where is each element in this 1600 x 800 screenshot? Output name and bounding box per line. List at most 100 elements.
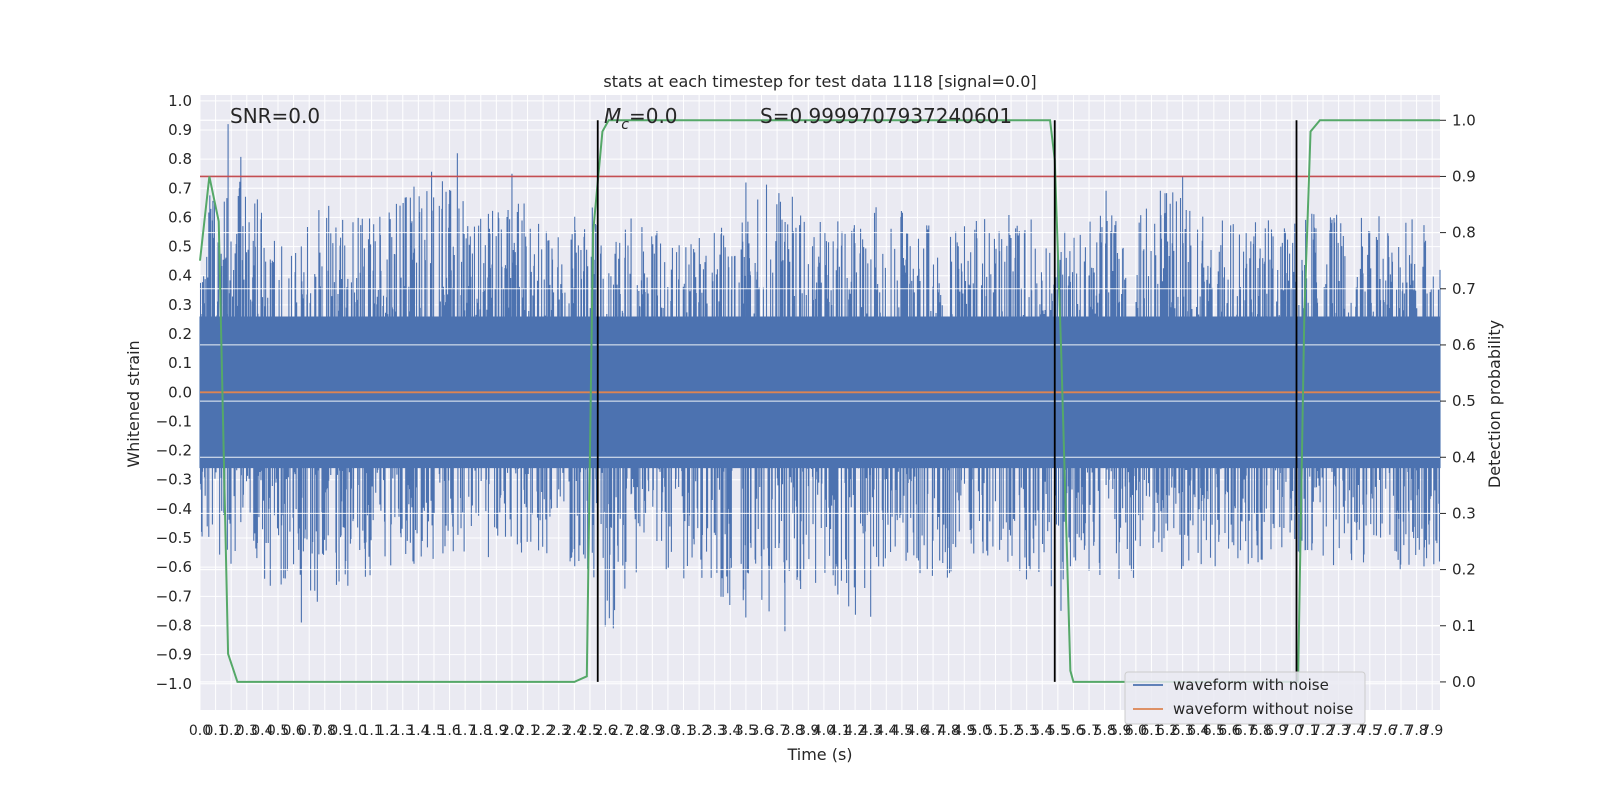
y-tick-label-2: −0.8 bbox=[156, 616, 192, 634]
x-tick-label-49: 4.9 bbox=[953, 723, 975, 739]
x-tick-label-73: 7.3 bbox=[1327, 723, 1349, 739]
x-tick-label-19: 1.9 bbox=[485, 723, 507, 739]
y-tick-label-1: −0.9 bbox=[156, 646, 192, 664]
x-tick-label-78: 7.8 bbox=[1405, 723, 1427, 739]
x-tick-label-15: 1.5 bbox=[423, 723, 445, 739]
x-tick-label-20: 2.0 bbox=[501, 723, 523, 739]
x-tick-label-1: 0.1 bbox=[204, 723, 226, 739]
y-tick-label-10: 0.0 bbox=[168, 383, 192, 401]
legend-box bbox=[1124, 671, 1366, 725]
x-tick-label-74: 7.4 bbox=[1343, 723, 1365, 739]
x-tick-label-29: 2.9 bbox=[641, 723, 663, 739]
y-tick-label-17: 0.7 bbox=[168, 179, 192, 197]
y2-tick-label-0: 0.0 bbox=[1452, 673, 1476, 691]
y-tick-label-8: −0.2 bbox=[156, 442, 192, 460]
x-tick-label-42: 4.2 bbox=[844, 723, 866, 739]
annotation-mc-value: =0.0 bbox=[629, 104, 678, 128]
y-tick-label-20: 1.0 bbox=[168, 92, 192, 110]
annotation-score: S=0.9999707937240601 bbox=[760, 104, 1012, 128]
x-tick-label-18: 1.8 bbox=[470, 723, 492, 739]
legend-label-noise: waveform with noise bbox=[1173, 676, 1329, 694]
x-tick-label-2: 0.2 bbox=[220, 723, 242, 739]
detection-markers bbox=[596, 120, 1298, 682]
x-tick-label-46: 4.6 bbox=[906, 723, 928, 739]
x-tick-label-37: 3.7 bbox=[766, 723, 788, 739]
y2-tick-label-4: 0.4 bbox=[1452, 448, 1476, 466]
left-axis-ticks: −1.0 −0.9 −0.8 −0.7 −0.6 −0.5 −0.4 −0.3 −0.2 −0.1… bbox=[156, 92, 192, 693]
annotation-snr: SNR=0.0 bbox=[230, 104, 320, 128]
x-tick-label-35: 3.5 bbox=[735, 723, 757, 739]
x-tick-label-75: 7.5 bbox=[1359, 723, 1381, 739]
x-tick-label-31: 3.1 bbox=[672, 723, 694, 739]
x-tick-label-70: 7.0 bbox=[1281, 723, 1303, 739]
x-tick-label-38: 3.8 bbox=[782, 723, 804, 739]
x-tick-label-47: 4.7 bbox=[922, 723, 944, 739]
chart-title: stats at each timestep for test data 111… bbox=[603, 72, 1036, 91]
x-tick-label-30: 3.0 bbox=[657, 723, 679, 739]
y-tick-label-7: −0.3 bbox=[156, 471, 192, 489]
y-tick-label-11: 0.1 bbox=[168, 354, 192, 372]
x-tick-label-57: 5.7 bbox=[1078, 723, 1100, 739]
legend-label-clean: waveform without noise bbox=[1173, 700, 1353, 718]
x-tick-label-71: 7.1 bbox=[1296, 723, 1318, 739]
y-tick-label-9: −0.1 bbox=[156, 412, 192, 430]
x-tick-label-59: 5.9 bbox=[1109, 723, 1131, 739]
x-tick-label-62: 6.2 bbox=[1156, 723, 1178, 739]
legend: waveform with noise waveform without noi… bbox=[1124, 671, 1366, 725]
y-tick-label-13: 0.3 bbox=[168, 296, 192, 314]
y-tick-label-16: 0.6 bbox=[168, 208, 192, 226]
x-tick-label-5: 0.5 bbox=[267, 723, 289, 739]
x-tick-label-17: 1.7 bbox=[454, 723, 476, 739]
x-tick-label-77: 7.7 bbox=[1390, 723, 1412, 739]
x-tick-label-22: 2.2 bbox=[532, 723, 554, 739]
x-tick-label-11: 1.1 bbox=[360, 723, 382, 739]
x-tick-label-45: 4.5 bbox=[891, 723, 913, 739]
x-tick-label-33: 3.3 bbox=[704, 723, 726, 739]
x-axis-ticks: 0.00.10.20.30.40.50.60.70.80.91.01.11.21… bbox=[189, 723, 1443, 739]
y-tick-label-12: 0.2 bbox=[168, 325, 192, 343]
x-tick-label-67: 6.7 bbox=[1234, 723, 1256, 739]
x-tick-label-54: 5.4 bbox=[1031, 723, 1053, 739]
y-tick-label-6: −0.4 bbox=[156, 500, 192, 518]
x-tick-label-7: 0.7 bbox=[298, 723, 320, 739]
x-tick-label-8: 0.8 bbox=[314, 723, 336, 739]
x-tick-label-51: 5.1 bbox=[984, 723, 1006, 739]
y-tick-label-3: −0.7 bbox=[156, 587, 192, 605]
x-tick-label-44: 4.4 bbox=[875, 723, 897, 739]
annotation-chirp-mass: Mc=0.0 bbox=[604, 104, 678, 133]
x-tick-label-3: 0.3 bbox=[236, 723, 258, 739]
right-axis-ticks: 0.0 0.1 0.2 0.3 0.4 0.5 0.6 0.7 0.8 0.9 1.0 bbox=[1440, 111, 1476, 691]
x-tick-label-50: 5.0 bbox=[969, 723, 991, 739]
x-tick-label-24: 2.4 bbox=[563, 723, 585, 739]
x-tick-label-56: 5.6 bbox=[1062, 723, 1084, 739]
y-tick-label-5: −0.5 bbox=[156, 529, 192, 547]
y2-axis-label: Detection probability bbox=[1485, 320, 1504, 488]
x-tick-label-25: 2.5 bbox=[579, 723, 601, 739]
x-tick-label-79: 7.9 bbox=[1421, 723, 1443, 739]
x-tick-label-69: 6.9 bbox=[1265, 723, 1287, 739]
x-tick-label-66: 6.6 bbox=[1218, 723, 1240, 739]
x-tick-label-64: 6.4 bbox=[1187, 723, 1209, 739]
x-tick-label-58: 5.8 bbox=[1094, 723, 1116, 739]
x-tick-label-6: 0.6 bbox=[282, 723, 304, 739]
x-tick-label-0: 0.0 bbox=[189, 723, 211, 739]
x-tick-label-40: 4.0 bbox=[813, 723, 835, 739]
x-tick-label-72: 7.2 bbox=[1312, 723, 1334, 739]
y2-tick-label-8: 0.8 bbox=[1452, 224, 1476, 242]
annotation-mc-symbol: M bbox=[604, 104, 621, 128]
x-tick-label-48: 4.8 bbox=[938, 723, 960, 739]
x-tick-label-26: 2.6 bbox=[594, 723, 616, 739]
y2-tick-label-10: 1.0 bbox=[1452, 111, 1476, 129]
x-tick-label-55: 5.5 bbox=[1047, 723, 1069, 739]
x-tick-label-16: 1.6 bbox=[438, 723, 460, 739]
x-tick-label-53: 5.3 bbox=[1016, 723, 1038, 739]
y-tick-label-0: −1.0 bbox=[156, 675, 192, 693]
y2-tick-label-6: 0.6 bbox=[1452, 336, 1476, 354]
x-tick-label-39: 3.9 bbox=[797, 723, 819, 739]
x-tick-label-63: 6.3 bbox=[1172, 723, 1194, 739]
x-tick-label-41: 4.1 bbox=[828, 723, 850, 739]
x-tick-label-68: 6.8 bbox=[1249, 723, 1271, 739]
x-tick-label-10: 1.0 bbox=[345, 723, 367, 739]
x-tick-label-21: 2.1 bbox=[516, 723, 538, 739]
x-tick-label-14: 1.4 bbox=[407, 723, 429, 739]
